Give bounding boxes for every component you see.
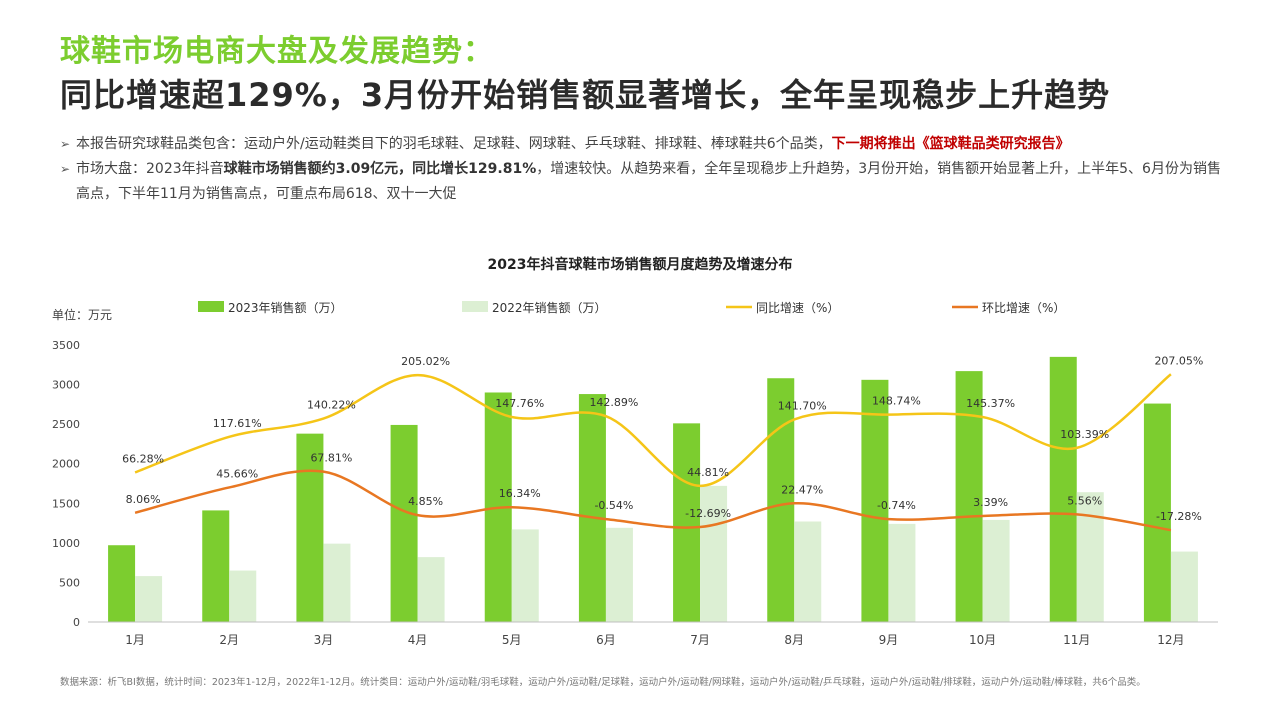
x-tick-label: 7月: [690, 633, 710, 647]
bar-2023: [861, 379, 889, 622]
bar-2022: [888, 523, 916, 622]
yoy-growth-line: [134, 373, 1172, 488]
unit-label: 单位：万元: [52, 307, 112, 322]
mom-data-label: 45.66%: [216, 467, 258, 480]
x-tick-label: 2月: [219, 633, 239, 647]
mom-data-label: 22.47%: [781, 483, 823, 496]
bar-2023: [955, 371, 983, 622]
yoy-data-label: 141.70%: [778, 399, 827, 412]
arrow-icon: ➢: [60, 162, 71, 176]
bar-2022: [1170, 551, 1198, 622]
mom-data-label: 67.81%: [310, 452, 352, 465]
sales-highlight: 球鞋市场销售额约3.09亿元，同比增长129.81%: [223, 161, 537, 177]
bar-2022: [794, 521, 822, 622]
x-tick-label: 12月: [1157, 633, 1184, 647]
mom-data-label: -0.54%: [594, 499, 633, 512]
bar-2022: [229, 570, 257, 622]
mom-data-label: 16.34%: [499, 487, 541, 500]
yoy-data-label: 147.76%: [495, 397, 544, 410]
mom-growth-line: [134, 469, 1172, 532]
yoy-data-label: 142.89%: [589, 396, 638, 409]
legend-label: 2022年销售额（万）: [492, 300, 607, 315]
yoy-data-label: 103.39%: [1060, 428, 1109, 441]
legend-label: 环比增速（%）: [982, 301, 1065, 315]
x-tick-label: 8月: [784, 633, 804, 647]
x-tick-label: 11月: [1063, 633, 1090, 647]
x-tick-label: 3月: [314, 633, 334, 647]
y-tick-label: 1000: [52, 537, 80, 550]
yoy-data-label: 44.81%: [687, 466, 729, 479]
mom-data-label: 4.85%: [408, 495, 443, 508]
chart-title: 2023年抖音球鞋市场销售额月度趋势及增速分布: [488, 256, 793, 273]
bullet-market: ➢ 市场大盘：2023年抖音球鞋市场销售额约3.09亿元，同比增长129.81%…: [60, 157, 1230, 207]
bar-2023: [202, 510, 230, 622]
yoy-data-label: 117.61%: [213, 417, 262, 430]
bar-2022: [700, 485, 728, 622]
legend-swatch: [462, 301, 488, 312]
bar-2023: [673, 423, 701, 622]
yoy-data-label: 205.02%: [401, 355, 450, 368]
bar-2022: [511, 529, 539, 622]
bar-2023: [1143, 403, 1171, 622]
bullet-text: 市场大盘：2023年抖音: [76, 161, 224, 177]
legend-label: 2023年销售额（万）: [228, 300, 343, 315]
x-tick-label: 9月: [879, 633, 899, 647]
bar-2022: [605, 527, 633, 622]
yoy-data-label: 145.37%: [966, 397, 1015, 410]
x-tick-label: 5月: [502, 633, 522, 647]
y-tick-label: 3000: [52, 379, 80, 392]
yoy-data-label: 148.74%: [872, 395, 921, 408]
next-report-highlight: 下一期将推出《篮球鞋品类研究报告》: [831, 136, 1070, 152]
x-tick-label: 6月: [596, 633, 616, 647]
yoy-data-label: 140.22%: [307, 399, 356, 412]
mom-data-label: 3.39%: [973, 496, 1008, 509]
mom-data-label: -0.74%: [877, 499, 916, 512]
mom-data-label: -17.28%: [1156, 510, 1202, 523]
bar-2023: [108, 545, 136, 622]
x-tick-label: 4月: [408, 633, 428, 647]
bar-2023: [767, 378, 795, 622]
data-source-footnote: 数据来源：析飞BI数据，统计时间：2023年1-12月，2022年1-12月。统…: [60, 677, 1146, 688]
bar-2023: [578, 394, 606, 622]
bar-2022: [417, 557, 445, 622]
y-tick-label: 1500: [52, 497, 80, 510]
bullet-text: ，增速较快。从趋势来看，全年呈现稳步上升趋势，3月份开始，销售额开始显著上升，上…: [76, 161, 1221, 202]
mom-data-label: -12.69%: [685, 507, 731, 520]
yoy-data-label: 66.28%: [122, 452, 164, 465]
bullet-scope: ➢ 本报告研究球鞋品类包含：运动户外/运动鞋类目下的羽毛球鞋、足球鞋、网球鞋、乒…: [60, 132, 1230, 157]
mom-data-label: 5.56%: [1067, 494, 1102, 507]
y-tick-label: 2500: [52, 418, 80, 431]
y-tick-label: 2000: [52, 458, 80, 471]
y-tick-label: 0: [73, 616, 80, 629]
bar-2022: [982, 519, 1010, 622]
bullet-text: 本报告研究球鞋品类包含：运动户外/运动鞋类目下的羽毛球鞋、足球鞋、网球鞋、乒乓球…: [76, 136, 832, 152]
legend-swatch: [198, 301, 224, 312]
bar-2022: [1076, 492, 1104, 622]
yoy-data-label: 207.05%: [1154, 354, 1203, 367]
y-tick-label: 3500: [52, 339, 80, 352]
arrow-icon: ➢: [60, 137, 71, 151]
x-tick-label: 10月: [969, 633, 996, 647]
page-title: 球鞋市场电商大盘及发展趋势：: [60, 34, 494, 69]
bar-2022: [323, 543, 351, 622]
bar-2023: [296, 433, 324, 622]
bar-2023: [1049, 356, 1077, 622]
legend-label: 同比增速（%）: [756, 301, 839, 315]
x-tick-label: 1月: [125, 633, 145, 647]
page-subtitle: 同比增速超129%，3月份开始销售额显著增长，全年呈现稳步上升趋势: [60, 76, 1111, 114]
summary-bullets: ➢ 本报告研究球鞋品类包含：运动户外/运动鞋类目下的羽毛球鞋、足球鞋、网球鞋、乒…: [60, 132, 1230, 207]
bar-2022: [135, 576, 163, 622]
y-tick-label: 500: [59, 576, 80, 589]
bar-2023: [390, 424, 418, 622]
mom-data-label: 8.06%: [126, 493, 161, 506]
